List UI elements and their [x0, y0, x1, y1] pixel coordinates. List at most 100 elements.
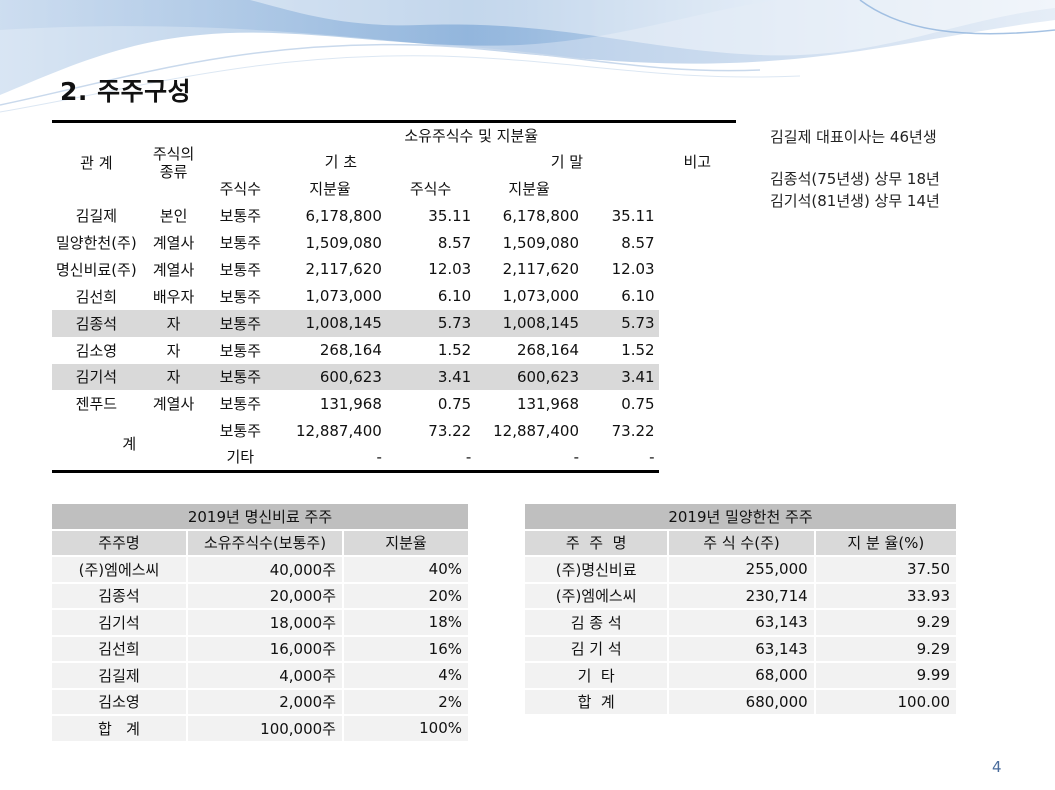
table-row: 명신비료(주) 계열사 보통주 2,117,620 12.03 2,117,62…	[52, 256, 736, 283]
total-row-other: 기타 - - - -	[52, 444, 736, 473]
header-end-shares: 주식수	[409, 180, 452, 199]
shareholder-name: 김 기 석	[525, 636, 668, 661]
header-name: 주주명	[52, 530, 186, 555]
header-ratio: 지 분 율(%)	[815, 530, 956, 555]
begin-ratio: 6.10	[437, 287, 472, 306]
share-type: 보통주	[219, 341, 261, 360]
begin-shares: 12,887,400	[295, 421, 382, 440]
page-number: 4	[992, 758, 1002, 776]
begin-shares: 2,117,620	[305, 260, 382, 279]
begin-ratio: 8.57	[437, 233, 472, 252]
table-row: 김종석 자 보통주 1,008,145 5.73 1,008,145 5.73	[52, 309, 736, 337]
begin-ratio: 3.41	[385, 363, 476, 391]
header-row-1: 관 계 주식의 종류 소유주식수 및 지분율	[52, 120, 736, 203]
shares: 2,000주	[188, 689, 342, 714]
shareholder-name: 김소영	[52, 689, 186, 714]
table-header-row: 주 주 명 주 식 수(주) 지 분 율(%)	[525, 530, 956, 555]
share-type: 보통주	[219, 287, 261, 306]
begin-shares: 1,509,080	[305, 233, 382, 252]
ratio: 100%	[344, 716, 468, 741]
table-row: 김소영 자 보통주 268,164 1.52 268,164 1.52	[52, 337, 736, 364]
begin-shares: 131,968	[319, 394, 382, 413]
end-ratio: 73.22	[611, 421, 655, 440]
begin-ratio: -	[385, 444, 476, 473]
header-share-type: 주식의 종류	[140, 120, 207, 203]
ratio: 18%	[344, 610, 468, 635]
header-share-type-line2: 종류	[159, 162, 188, 181]
share-type: 보통주	[219, 207, 261, 226]
shareholder-name: 김기석	[52, 363, 141, 391]
table-row: 김선희 배우자 보통주 1,073,000 6.10 1,073,000 6.1…	[52, 283, 736, 310]
table-row: 김선희 16,000주 16%	[52, 636, 468, 661]
share-type: 보통주	[206, 363, 275, 391]
header-row-3: 주식수 지분율 주식수 지분율	[52, 175, 736, 202]
share-type: 보통주	[219, 260, 261, 279]
shareholder-name: (주)엠에스씨	[525, 583, 668, 608]
ratio: 9.29	[815, 610, 956, 635]
share-type: 보통주	[219, 395, 261, 414]
table-title-row: 2019년 명신비료 주주	[52, 504, 468, 529]
table-row: (주)명신비료 255,000 37.50	[525, 557, 956, 582]
header-ratio: 지분율	[344, 530, 468, 555]
begin-shares: 6,178,800	[305, 206, 382, 225]
begin-shares: 1,073,000	[305, 287, 382, 306]
header-begin-ratio: 지분율	[309, 180, 351, 199]
table-row: 김기석 자 보통주 600,623 3.41 600,623 3.41	[52, 363, 736, 391]
header-shares: 소유주식수(보통주)	[188, 530, 342, 555]
end-ratio: 0.75	[621, 394, 655, 413]
ratio: 4%	[344, 663, 468, 688]
table-title: 2019년 밀양한천 주주	[525, 504, 956, 529]
end-shares: 1,008,145	[475, 309, 583, 337]
shareholder-name: 기 타	[525, 663, 668, 688]
ratio: 20%	[344, 583, 468, 608]
table-row: 젠푸드 계열사 보통주 131,968 0.75 131,968 0.75	[52, 390, 736, 417]
shares: 63,143	[669, 610, 814, 635]
slide-title: 2. 주주구성	[60, 77, 192, 106]
table-row: 김기석 18,000주 18%	[52, 610, 468, 635]
shares: 230,714	[669, 583, 814, 608]
shareholder-name: 김선희	[52, 636, 186, 661]
relation: 계열사	[152, 395, 195, 414]
shares: 4,000주	[188, 663, 342, 688]
end-shares: 600,623	[475, 363, 583, 391]
shareholder-name: 김 종 석	[525, 610, 668, 635]
header-name: 주 주 명	[525, 530, 668, 555]
myungshin-shareholders-table: 2019년 명신비료 주주 주주명 소유주식수(보통주) 지분율 (주)엠에스씨…	[50, 502, 470, 743]
table-header-row: 주주명 소유주식수(보통주) 지분율	[52, 530, 468, 555]
ratio: 16%	[344, 636, 468, 661]
end-shares: -	[475, 444, 583, 473]
end-ratio: 6.10	[621, 287, 655, 306]
end-shares: 6,178,800	[502, 206, 579, 225]
shareholder-name: 김종석	[52, 309, 141, 337]
note-line: 김길제 대표이사는 46년생	[770, 128, 937, 146]
header-wave-decoration	[0, 0, 1055, 113]
end-shares: 1,509,080	[502, 233, 579, 252]
shareholder-name: 밀양한천(주)	[56, 234, 137, 252]
header-period-begin: 기 초	[324, 153, 358, 172]
end-ratio: 1.52	[621, 341, 655, 360]
ratio: 33.93	[815, 583, 956, 608]
shareholder-name: 김기석	[52, 610, 186, 635]
shareholder-name: (주)명신비료	[525, 557, 668, 582]
header-shares: 주 식 수(주)	[669, 530, 814, 555]
ratio: 100.00	[815, 689, 956, 714]
note-line: 김종석(75년생) 상무 18년	[770, 170, 940, 188]
header-relation: 관 계	[52, 120, 141, 203]
end-shares: 268,164	[516, 341, 579, 360]
relation: 자	[140, 309, 207, 337]
shares: 40,000주	[188, 557, 342, 582]
total-label: 계	[52, 417, 207, 473]
shareholder-name: 김소영	[75, 341, 118, 360]
table-row: 밀양한천(주) 계열사 보통주 1,509,080 8.57 1,509,080…	[52, 229, 736, 256]
table-row: (주)엠에스씨 40,000주 40%	[52, 557, 468, 582]
end-shares: 2,117,620	[502, 260, 579, 279]
ratio: 9.29	[815, 636, 956, 661]
side-notes: 김길제 대표이사는 46년생 김종석(75년생) 상무 18년 김기석(81년생…	[770, 126, 940, 212]
shares: 20,000주	[188, 583, 342, 608]
end-shares: 12,887,400	[493, 421, 579, 440]
shares: 100,000주	[188, 716, 342, 741]
begin-ratio: 73.22	[428, 421, 472, 440]
shareholder-name: 김길제	[52, 663, 186, 688]
header-empty	[583, 175, 659, 202]
begin-shares: 600,623	[274, 363, 386, 391]
